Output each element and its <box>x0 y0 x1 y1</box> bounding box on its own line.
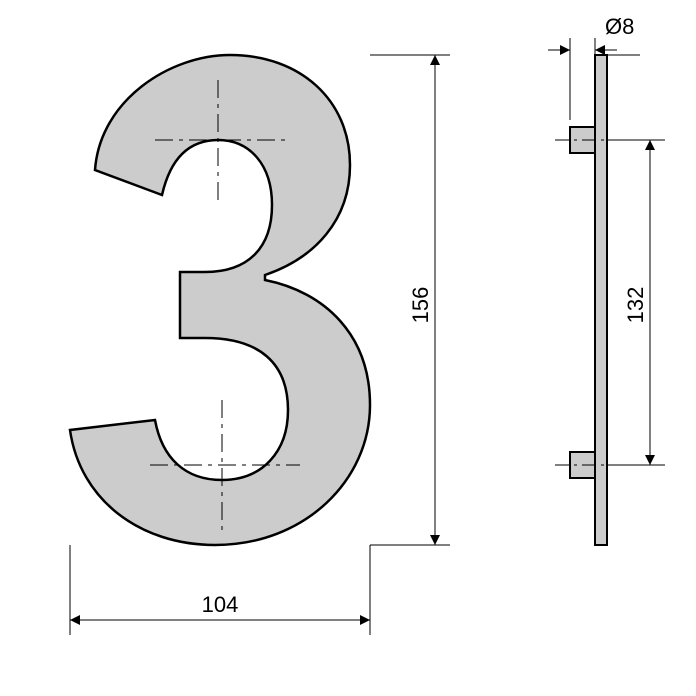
dim-height-label: 156 <box>408 287 433 324</box>
glyph-3 <box>70 55 370 545</box>
side-view: Ø8 132 <box>548 14 665 545</box>
front-view: 156 104 <box>70 55 450 635</box>
dim-peg-spacing-label: 132 <box>623 287 648 324</box>
dim-width-label: 104 <box>202 592 239 617</box>
dim-diameter-label: Ø8 <box>605 14 634 39</box>
technical-drawing: 156 104 Ø8 132 <box>0 0 696 696</box>
